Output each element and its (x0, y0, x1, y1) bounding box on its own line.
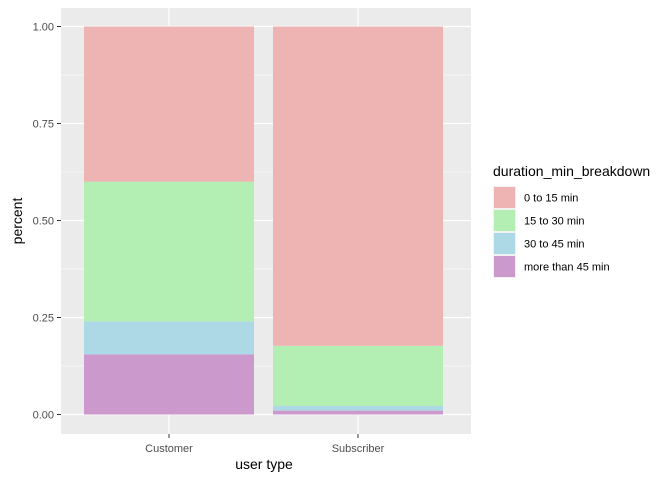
legend-label: more than 45 min (524, 262, 610, 274)
bar-segment-subscriber (273, 345, 443, 406)
legend-swatch (494, 187, 515, 208)
y-tick-label: 0.50 (33, 216, 54, 228)
bar-segment-subscriber (273, 405, 443, 411)
legend-swatch (494, 233, 515, 254)
bar-segment-customer (84, 321, 254, 355)
bar-segment-customer (84, 26, 254, 182)
bars (84, 26, 443, 415)
bar-segment-customer (84, 354, 254, 415)
legend: duration_min_breakdown 0 to 15 min 15 to … (493, 163, 650, 278)
legend-swatch (494, 256, 515, 277)
bar-segment-subscriber (273, 410, 443, 415)
y-tick-label: 0.25 (33, 313, 54, 325)
y-axis-label: percent (9, 198, 25, 245)
y-axis: 0.00 0.25 0.50 0.75 1.00 (33, 22, 61, 422)
bar-segment-customer (84, 181, 254, 322)
y-tick-label: 0.00 (33, 410, 54, 422)
legend-title: duration_min_breakdown (493, 163, 650, 179)
legend-label: 15 to 30 min (524, 216, 585, 228)
x-tick-label: Subscriber (332, 443, 385, 455)
y-tick-label: 1.00 (33, 22, 54, 34)
x-tick-label: Customer (145, 443, 193, 455)
bar-segment-subscriber (273, 26, 443, 346)
x-axis-label: user type (235, 456, 293, 472)
x-axis: Customer Subscriber (145, 434, 385, 455)
y-tick-label: 0.75 (33, 119, 54, 131)
legend-label: 0 to 15 min (524, 193, 578, 205)
legend-label: 30 to 45 min (524, 239, 585, 251)
legend-swatch (494, 210, 515, 231)
